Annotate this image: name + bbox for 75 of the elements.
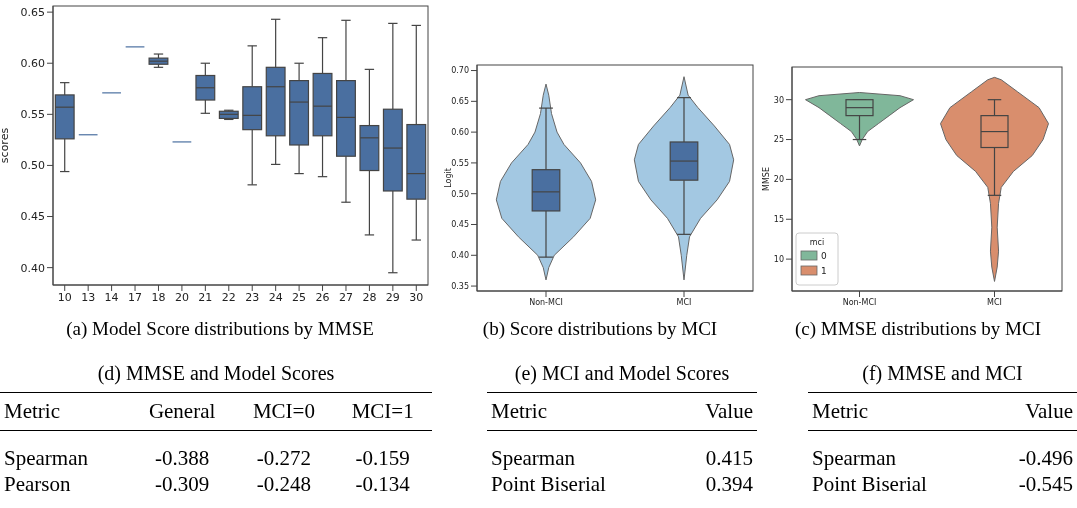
x-tick-label: 14 [104, 290, 119, 304]
text: -0.159 [355, 445, 410, 470]
x-tick-label: 10 [57, 290, 72, 304]
category-label: Point Biserial [812, 472, 927, 496]
text: -0.134 [355, 471, 410, 496]
x-tick-label: Non-MCI [529, 297, 563, 307]
text: (c) MMSE distributions by MCI [794, 318, 1042, 340]
x-tick-label: 30 [409, 290, 424, 304]
text: -0.272 [256, 445, 312, 470]
y-tick-label: 0.50 [451, 189, 469, 199]
y-tick-label: 0.60 [451, 127, 469, 137]
text: -0.388 [154, 445, 210, 470]
y-axis-title: MMSE [761, 167, 771, 191]
category-label: Spearman [4, 446, 88, 470]
category-label: Metric [490, 398, 548, 425]
category-label: Metric [811, 398, 869, 425]
text: (e) MCI and Model Scores [513, 362, 731, 387]
legend-label: 0 [821, 251, 827, 261]
x-tick-label: MCI [676, 297, 692, 307]
x-tick-label: 24 [268, 290, 283, 304]
y-tick-label: 10 [773, 254, 784, 264]
x-tick-label: 17 [128, 290, 143, 304]
x-tick-label: Non-MCI [842, 297, 877, 307]
y-tick-label: 0.70 [451, 66, 469, 76]
legend-title: mci [809, 238, 825, 247]
y-tick-label: 25 [773, 135, 784, 145]
y-tick-label: 0.50 [20, 159, 45, 173]
y-axis-title: Logit [443, 168, 453, 188]
category-label: Spearman [812, 446, 896, 470]
x-tick-label: 21 [198, 290, 213, 304]
category-label: Point Biserial [491, 472, 606, 496]
y-tick-label: 0.65 [20, 6, 45, 20]
text: (d) MMSE and Model Scores [96, 362, 336, 387]
y-tick-label: 0.45 [20, 210, 45, 224]
category-label: Metric [3, 398, 61, 425]
category-label: Spearman [491, 446, 575, 470]
text: (b) Score distributions by MCI [482, 318, 718, 339]
x-tick-label: 29 [385, 290, 400, 304]
x-tick-label: 13 [81, 290, 96, 304]
category-label: MCI=1 [350, 398, 415, 425]
category-label: Value [704, 398, 754, 425]
category-label: General [147, 398, 217, 425]
category-label: Pearson [4, 472, 71, 496]
y-tick-label: 30 [773, 95, 784, 105]
text: 0.394 [705, 471, 753, 496]
y-tick-label: 20 [773, 175, 784, 185]
y-axis-title: scores [0, 127, 11, 164]
y-tick-label: 0.45 [451, 220, 469, 230]
y-tick-label: 0.65 [451, 97, 469, 107]
y-tick-label: 0.40 [451, 251, 469, 261]
legend-label: 1 [821, 266, 827, 276]
x-tick-label: 20 [174, 290, 189, 304]
y-tick-label: 15 [773, 215, 784, 225]
y-tick-label: 0.55 [451, 158, 469, 168]
x-tick-label: 18 [151, 290, 166, 304]
text: -0.309 [154, 471, 210, 496]
text: -0.496 [1018, 445, 1073, 470]
y-tick-label: 0.35 [451, 281, 469, 291]
y-tick-label: 0.40 [20, 261, 45, 275]
text: -0.248 [256, 471, 312, 496]
y-tick-label: 0.55 [20, 108, 45, 122]
x-tick-label: MCI [987, 297, 1002, 307]
x-tick-label: 26 [315, 290, 330, 304]
x-tick-label: 27 [338, 290, 353, 304]
text: 0.415 [705, 445, 753, 470]
x-tick-label: 22 [221, 290, 236, 304]
text: (a) Model Score distributions by MMSE [65, 318, 375, 340]
x-tick-label: 28 [362, 290, 377, 304]
y-tick-label: 0.60 [20, 57, 45, 71]
text: -0.545 [1018, 471, 1073, 496]
x-tick-label: 25 [292, 290, 307, 304]
text: (f) MMSE and MCI [861, 362, 1024, 387]
category-label: Value [1024, 398, 1074, 425]
category-label: MCI=0 [251, 398, 316, 425]
x-tick-label: 23 [245, 290, 260, 304]
